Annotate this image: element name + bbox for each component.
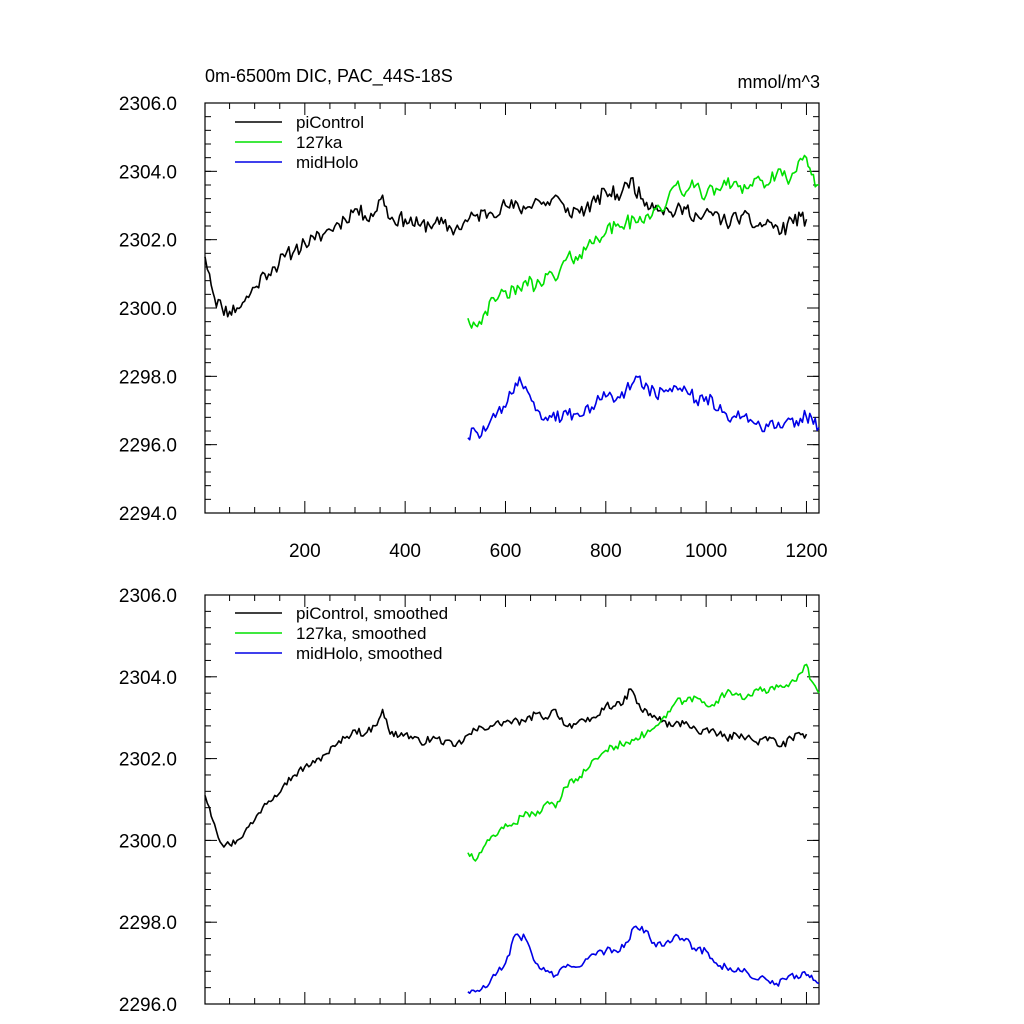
- series-bottom: [204, 663, 820, 995]
- series-line-midHolo: [467, 375, 820, 441]
- y-tick-label: 2300.0: [119, 831, 177, 852]
- series-top: [204, 154, 820, 441]
- plot-frame-bottom: [204, 594, 820, 1005]
- axes-bottom: 2296.0 2298.0 2300.0 2302.0 2304.0 2306.0: [119, 586, 819, 1016]
- y-tick-label: 2294.0: [119, 504, 177, 525]
- legend-label-127ka: 127ka, smoothed: [296, 624, 426, 643]
- series-line-piControl: [204, 688, 808, 848]
- chart-title: 0m-6500m DIC, PAC_44S-18S: [205, 66, 453, 87]
- y-tick-label: 2296.0: [119, 436, 177, 457]
- units-label: mmol/m^3: [738, 72, 820, 92]
- x-tick-label: 1200: [785, 541, 827, 562]
- legend-label-midHolo: midHolo: [296, 153, 358, 172]
- bottom-panel: 2296.0 2298.0 2300.0 2302.0 2304.0 2306.0 piC…: [119, 586, 820, 1016]
- legend-label-127ka: 127ka: [296, 133, 343, 152]
- y-tick-label: 2304.0: [119, 668, 177, 689]
- legend-label-piControl: piControl, smoothed: [296, 604, 448, 623]
- y-tick-label: 2300.0: [119, 299, 177, 320]
- x-tick-label: 200: [289, 541, 321, 562]
- x-tick-label: 600: [490, 541, 522, 562]
- top-panel: 0m-6500m DIC, PAC_44S-18S mmol/m^3 2294.…: [119, 66, 828, 562]
- legend-label-piControl: piControl: [296, 113, 364, 132]
- legend-label-midHolo: midHolo, smoothed: [296, 644, 442, 663]
- y-tick-label: 2304.0: [119, 162, 177, 183]
- y-tick-label: 2302.0: [119, 750, 177, 771]
- y-tick-label: 2306.0: [119, 586, 177, 607]
- series-line-piControl: [204, 177, 808, 318]
- y-tick-label: 2298.0: [119, 913, 177, 934]
- x-tick-label: 400: [389, 541, 421, 562]
- x-tick-label: 1000: [685, 541, 727, 562]
- y-tick-label: 2306.0: [119, 94, 177, 115]
- y-tick-label: 2302.0: [119, 231, 177, 252]
- y-tick-label: 2298.0: [119, 367, 177, 388]
- y-tick-label: 2296.0: [119, 995, 177, 1016]
- axes-top: 2294.0 2296.0 2298.0 2300.0 2302.0 2304.0 2306…: [119, 94, 828, 562]
- series-line-127ka: [467, 663, 820, 862]
- series-line-midHolo: [467, 925, 820, 995]
- x-tick-label: 800: [590, 541, 622, 562]
- series-line-127ka: [467, 154, 820, 329]
